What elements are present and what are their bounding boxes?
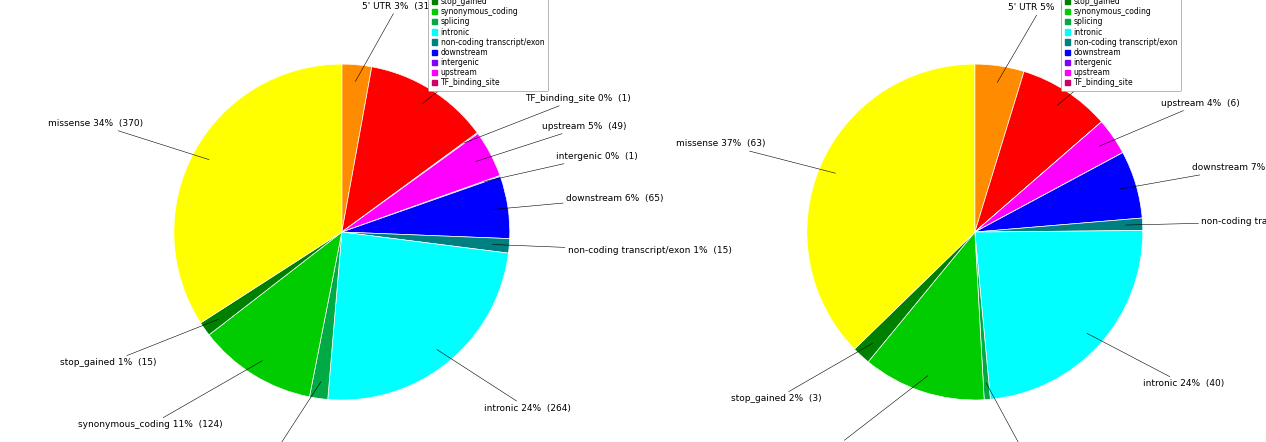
Text: 5' UTR 5%  (8): 5' UTR 5% (8) — [998, 3, 1074, 83]
Wedge shape — [806, 64, 975, 349]
Legend: 3' UTR, 5' UTR, missense, stop_gained, synonymous_coding, splicing, intronic, no: 3' UTR, 5' UTR, missense, stop_gained, s… — [1061, 0, 1181, 91]
Text: intergenic 0%  (1): intergenic 0% (1) — [485, 152, 637, 182]
Text: splicing 1%  (1): splicing 1% (1) — [986, 383, 1062, 442]
Legend: 3' UTR, 5' UTR, missense, stop_gained, synonymous_coding, splicing, intronic, no: 3' UTR, 5' UTR, missense, stop_gained, s… — [428, 0, 548, 91]
Wedge shape — [173, 64, 342, 323]
Wedge shape — [975, 152, 1142, 232]
Text: upstream 4%  (6): upstream 4% (6) — [1099, 99, 1241, 146]
Text: stop_gained 1%  (15): stop_gained 1% (15) — [61, 319, 218, 367]
Wedge shape — [975, 72, 1101, 232]
Text: stop_gained 2%  (3): stop_gained 2% (3) — [730, 343, 872, 404]
Text: TF_binding_site 0%  (1): TF_binding_site 0% (1) — [463, 94, 630, 143]
Wedge shape — [342, 64, 372, 232]
Text: splicing 2%  (19): splicing 2% (19) — [234, 382, 320, 442]
Text: non-coding transcript/exon 1%  (15): non-coding transcript/exon 1% (15) — [492, 244, 732, 255]
Text: missense 34%  (370): missense 34% (370) — [48, 119, 209, 160]
Wedge shape — [309, 232, 342, 400]
Wedge shape — [975, 218, 1143, 232]
Text: 3' UTR 12%  (131): 3' UTR 12% (131) — [422, 35, 544, 104]
Wedge shape — [342, 232, 510, 253]
Text: synonymous_coding 11%  (124): synonymous_coding 11% (124) — [78, 361, 262, 430]
Text: 3' UTR 9%  (15): 3' UTR 9% (15) — [1057, 38, 1169, 105]
Wedge shape — [855, 232, 975, 362]
Wedge shape — [209, 232, 342, 397]
Text: downstream 6%  (65): downstream 6% (65) — [491, 194, 663, 210]
Wedge shape — [868, 232, 984, 400]
Text: missense 37%  (63): missense 37% (63) — [676, 139, 836, 173]
Text: intronic 24%  (264): intronic 24% (264) — [437, 350, 571, 413]
Text: intronic 24%  (40): intronic 24% (40) — [1087, 333, 1224, 389]
Wedge shape — [975, 122, 1123, 232]
Wedge shape — [342, 175, 500, 232]
Text: 5' UTR 3%  (31): 5' UTR 3% (31) — [356, 2, 433, 81]
Wedge shape — [975, 232, 990, 400]
Text: upstream 5%  (49): upstream 5% (49) — [476, 122, 627, 162]
Wedge shape — [342, 67, 477, 232]
Wedge shape — [975, 64, 1024, 232]
Wedge shape — [200, 232, 342, 335]
Wedge shape — [342, 133, 477, 232]
Text: downstream 7%  (11): downstream 7% (11) — [1119, 163, 1266, 189]
Wedge shape — [975, 230, 1143, 399]
Text: synonymous_coding 12%  (20): synonymous_coding 12% (20) — [766, 376, 928, 442]
Text: non-coding transcript/exon 1%  (2): non-coding transcript/exon 1% (2) — [1125, 217, 1266, 226]
Wedge shape — [975, 122, 1101, 232]
Wedge shape — [328, 232, 509, 400]
Wedge shape — [342, 133, 500, 232]
Wedge shape — [975, 152, 1123, 232]
Wedge shape — [342, 176, 510, 239]
